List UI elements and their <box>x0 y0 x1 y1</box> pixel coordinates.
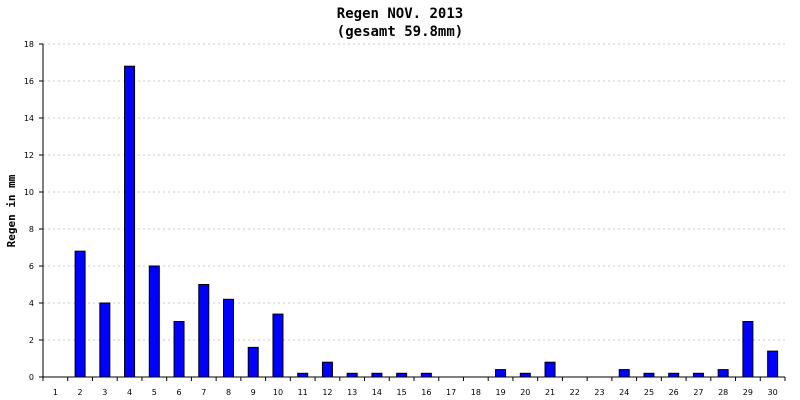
chart-subtitle: (gesamt 59.8mm) <box>337 24 463 40</box>
bar <box>371 372 383 378</box>
bar <box>618 369 630 378</box>
bar <box>495 369 507 378</box>
bar <box>544 361 556 378</box>
x-tick-label: 1 <box>53 388 58 397</box>
x-tick-label: 23 <box>594 388 604 397</box>
x-tick-label: 28 <box>718 388 728 397</box>
bar <box>396 372 408 378</box>
y-tick-label: 10 <box>24 188 34 197</box>
x-tick-label: 14 <box>372 388 382 397</box>
x-tick-label: 6 <box>176 388 181 397</box>
x-tick-label: 29 <box>743 388 753 397</box>
bar <box>668 372 680 378</box>
bar <box>247 346 259 378</box>
x-tick-label: 12 <box>322 388 332 397</box>
y-tick-label: 2 <box>29 336 34 345</box>
x-tick-label: 18 <box>471 388 481 397</box>
x-tick-label: 19 <box>495 388 505 397</box>
y-tick-label: 0 <box>29 373 34 382</box>
x-tick-label: 30 <box>768 388 778 397</box>
bar <box>519 372 531 378</box>
bar <box>297 372 309 378</box>
x-tick-label: 2 <box>78 388 83 397</box>
x-tick-label: 4 <box>127 388 132 397</box>
bar <box>643 372 655 378</box>
bar <box>99 302 111 378</box>
x-tick-label: 21 <box>545 388 555 397</box>
x-tick-label: 3 <box>102 388 107 397</box>
bar <box>321 361 333 378</box>
y-tick-label: 16 <box>24 77 34 86</box>
x-tick-label: 20 <box>520 388 530 397</box>
x-tick-label: 17 <box>446 388 456 397</box>
x-tick-label: 5 <box>152 388 157 397</box>
x-tick-label: 11 <box>298 388 308 397</box>
bars <box>74 65 779 378</box>
x-tick-label: 27 <box>693 388 703 397</box>
y-axis-label: Regen in mm <box>5 174 18 247</box>
chart-title: Regen NOV. 2013 <box>337 6 463 22</box>
x-tick-label: 10 <box>273 388 283 397</box>
bar <box>346 372 358 378</box>
y-tick-labels: 0 2 4 6 8 10 12 14 16 18 <box>24 40 34 382</box>
bar <box>223 298 234 378</box>
y-tick-label: 14 <box>24 114 34 123</box>
bar <box>124 65 136 378</box>
x-tick-label: 9 <box>251 388 256 397</box>
bar <box>198 284 210 378</box>
bar <box>173 321 185 378</box>
bar <box>420 372 432 378</box>
x-tick-label: 7 <box>201 388 206 397</box>
axes <box>39 43 786 381</box>
bar <box>717 369 729 378</box>
y-tick-label: 8 <box>29 225 34 234</box>
bar <box>272 313 284 378</box>
bar <box>74 250 86 378</box>
y-tick-label: 4 <box>29 299 34 308</box>
y-tick-label: 6 <box>29 262 34 271</box>
y-tick-label: 12 <box>24 151 34 160</box>
bar <box>742 321 754 378</box>
x-tick-label: 26 <box>669 388 679 397</box>
x-tick-label: 15 <box>397 388 407 397</box>
bar <box>767 350 779 378</box>
bar <box>148 265 160 378</box>
x-tick-label: 25 <box>644 388 654 397</box>
x-tick-label: 16 <box>421 388 431 397</box>
bar <box>692 372 704 378</box>
y-tick-label: 18 <box>24 40 34 49</box>
grid-lines <box>43 43 785 341</box>
x-tick-label: 8 <box>226 388 231 397</box>
x-tick-label: 13 <box>347 388 357 397</box>
x-tick-label: 24 <box>619 388 629 397</box>
x-tick-label: 22 <box>570 388 580 397</box>
x-tick-labels: 1 2 3 4 5 6 7 8 9 10 11 12 13 14 15 16 17 18 19 20 21 22 23 24 2… <box>53 388 778 397</box>
